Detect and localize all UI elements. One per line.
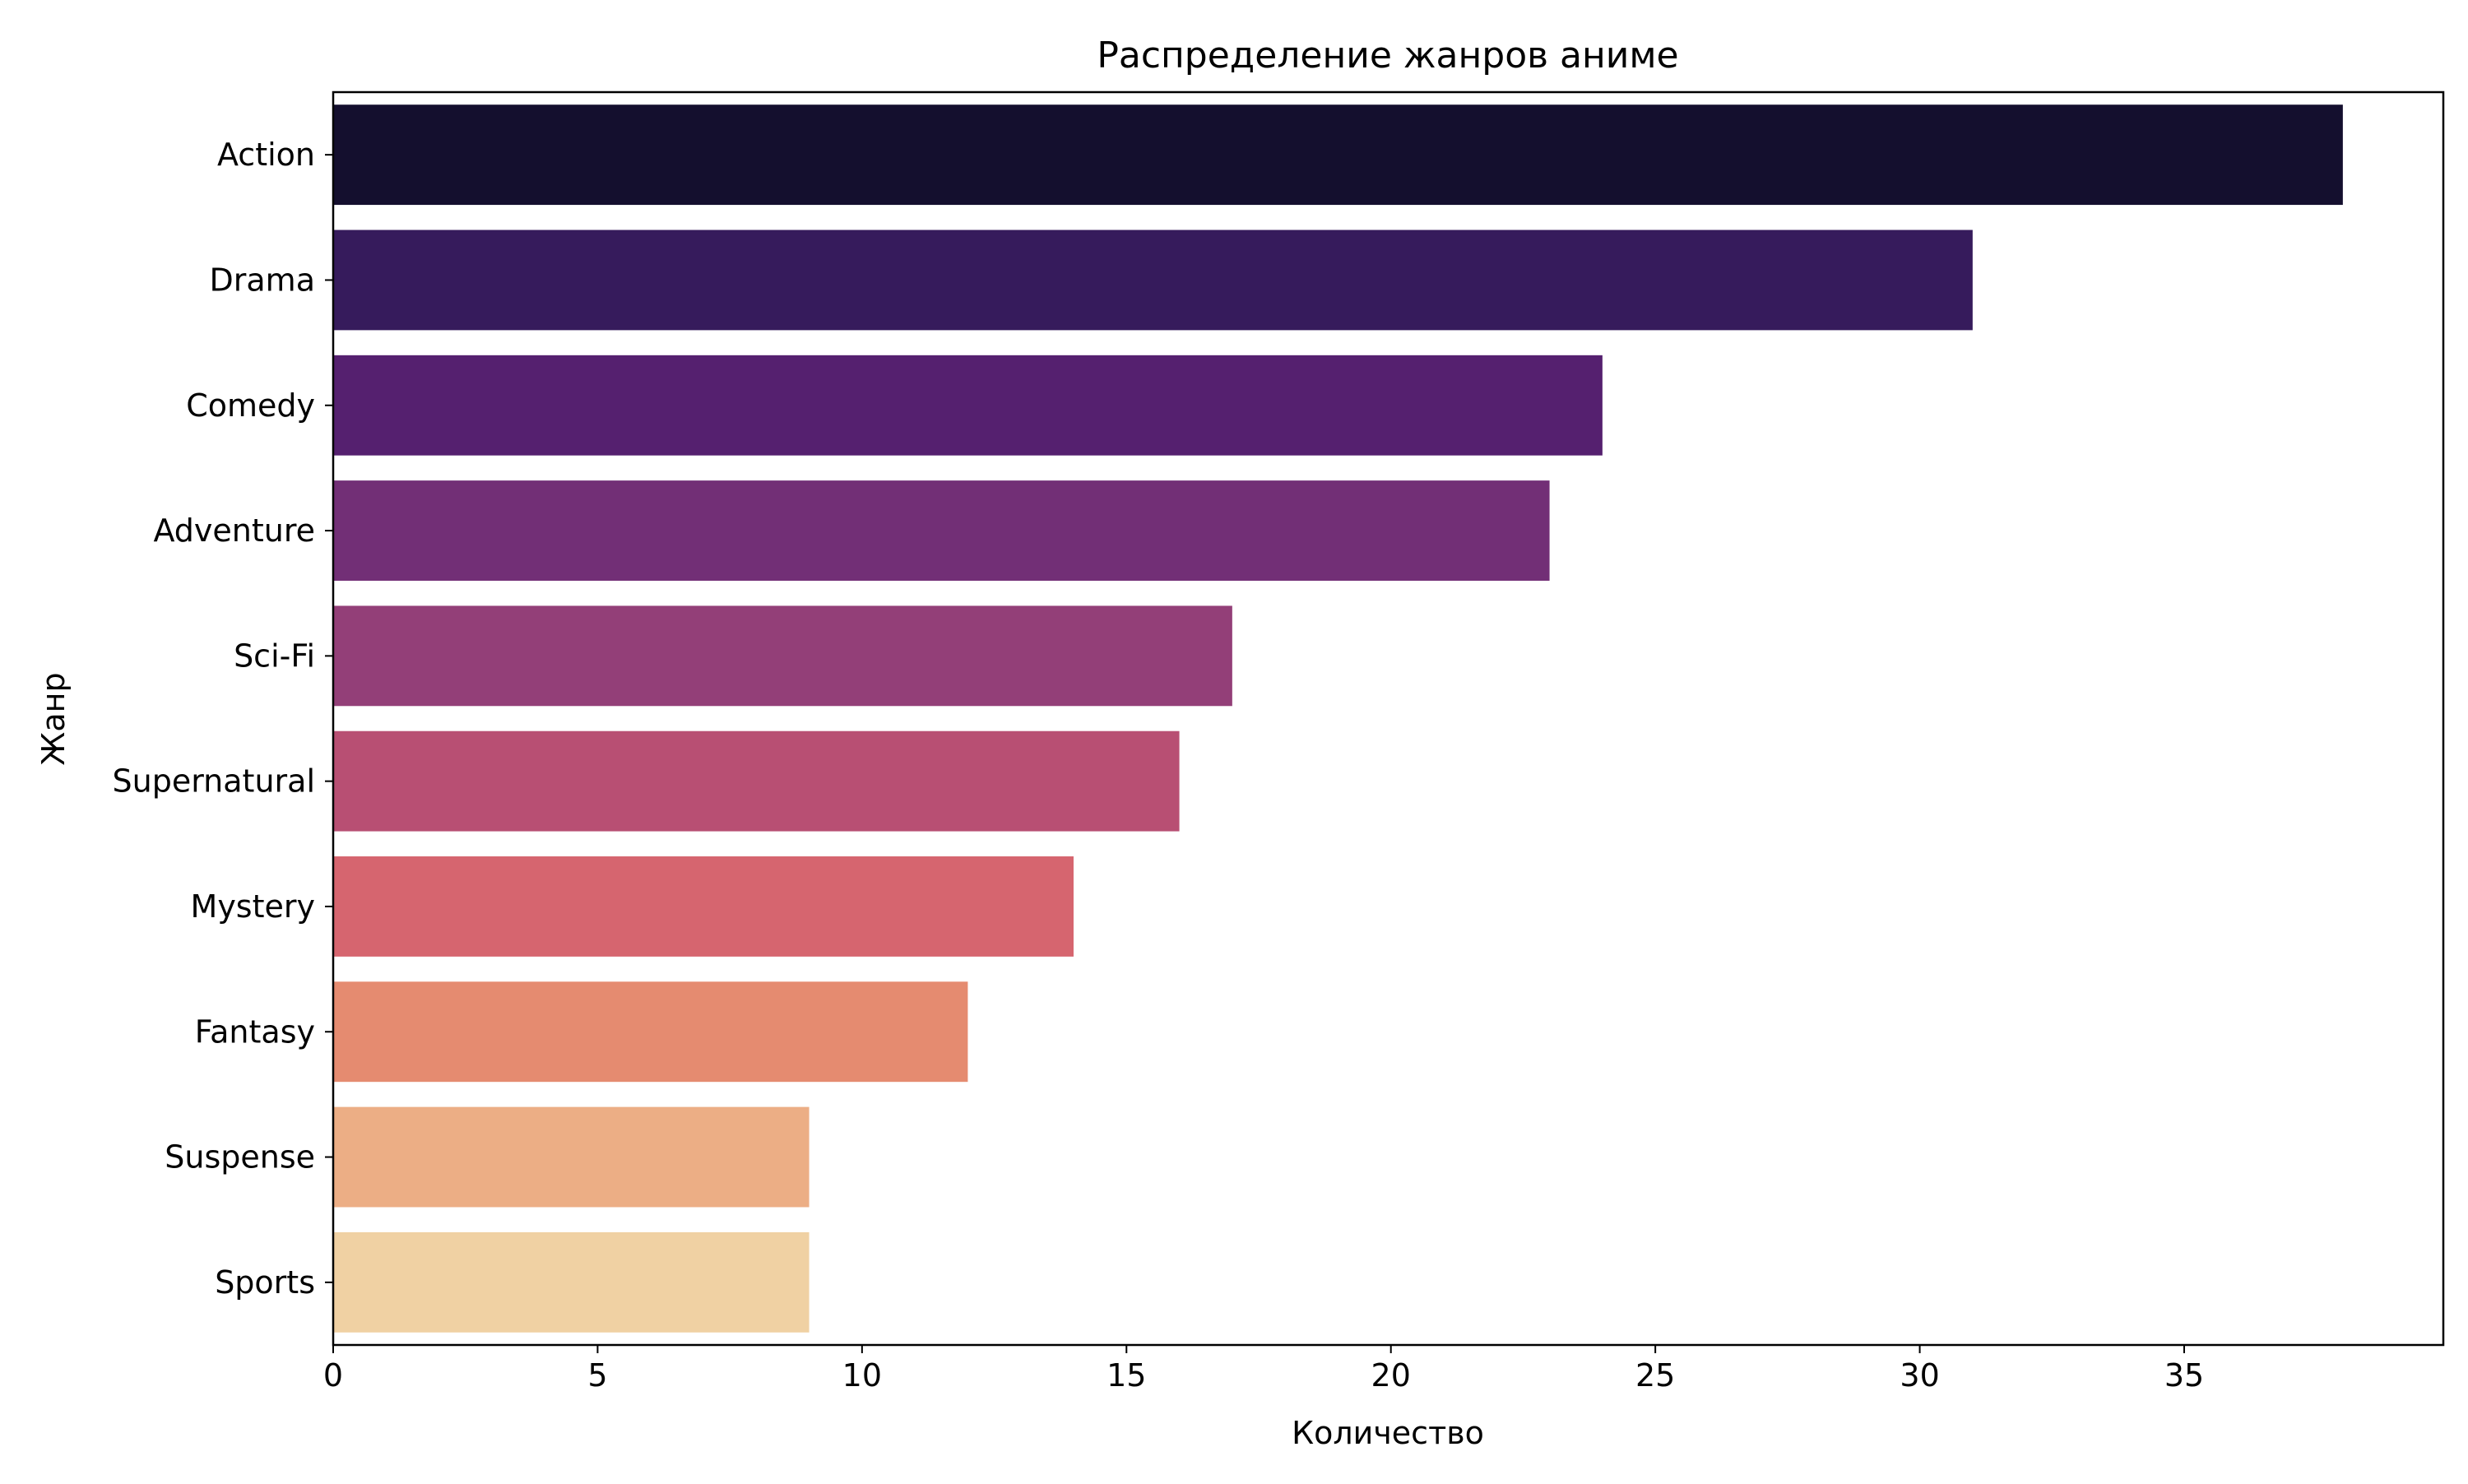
- y-tick-label: Sci-Fi: [234, 638, 315, 674]
- bars-layer: [333, 104, 2343, 1333]
- y-tick-label: Fantasy: [195, 1013, 315, 1050]
- x-tick-label: 15: [1106, 1357, 1146, 1394]
- y-tick-label: Adventure: [153, 512, 315, 549]
- bar-comedy: [333, 355, 1603, 456]
- x-tick-label: 25: [1635, 1357, 1675, 1394]
- y-axis-ticks: Action Drama Comedy Adventure Sci-Fi Supernat…: [113, 137, 333, 1301]
- y-tick-label: Action: [217, 137, 315, 173]
- bar-sports: [333, 1231, 810, 1333]
- bar-adventure: [333, 480, 1550, 581]
- y-tick-label: Sports: [215, 1264, 315, 1301]
- x-tick-label: 5: [587, 1357, 607, 1394]
- chart-title: Распределение жанров аниме: [1097, 35, 1678, 77]
- bar-mystery: [333, 856, 1074, 957]
- y-tick-label: Comedy: [186, 387, 315, 424]
- x-tick-label: 0: [323, 1357, 343, 1394]
- plot-frame: [332, 90, 2445, 1347]
- bar-action: [333, 104, 2343, 206]
- y-tick-label: Supernatural: [113, 763, 315, 800]
- y-tick-label: Drama: [210, 262, 315, 298]
- x-tick-label: 30: [1900, 1357, 1939, 1394]
- bar-drama: [333, 230, 1973, 331]
- bar-suspense: [333, 1106, 810, 1208]
- y-tick-label: Mystery: [191, 888, 315, 925]
- y-axis-label: Жанр: [35, 672, 72, 765]
- x-tick-label: 20: [1371, 1357, 1411, 1394]
- x-axis-label: Количество: [1292, 1415, 1484, 1451]
- bar-sci-fi: [333, 605, 1232, 707]
- x-axis-ticks: 0 5 10 15 20 25 30 35: [323, 1345, 2204, 1394]
- bar-supernatural: [333, 730, 1180, 832]
- y-tick-label: Suspense: [165, 1139, 315, 1176]
- bar-fantasy: [333, 981, 968, 1083]
- x-tick-label: 35: [2164, 1357, 2204, 1394]
- x-tick-label: 10: [842, 1357, 882, 1394]
